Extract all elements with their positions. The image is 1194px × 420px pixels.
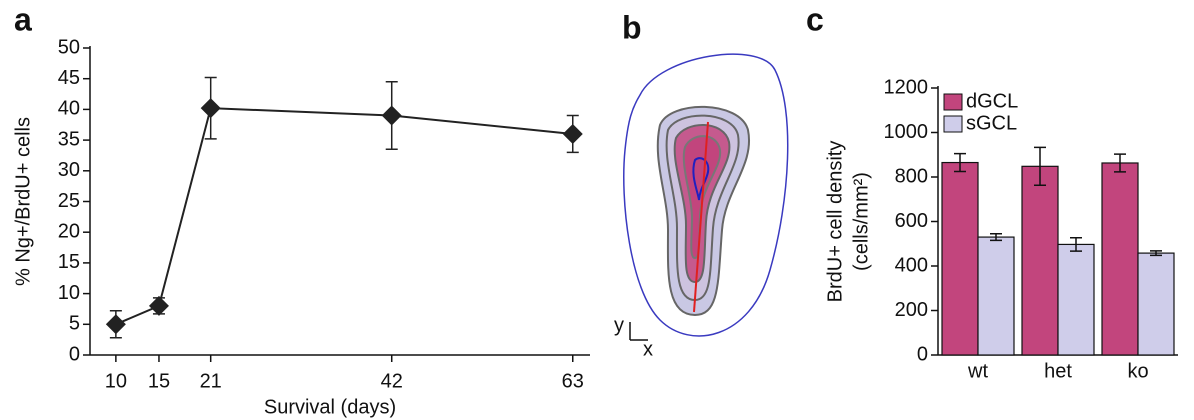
contour-diagram <box>623 53 789 341</box>
marker <box>200 98 221 119</box>
x-tick-label: het <box>1044 360 1072 382</box>
panel-label: c <box>806 1 824 37</box>
x-tick-label: 63 <box>562 370 584 392</box>
bar <box>1101 162 1139 356</box>
y-tick-label: 15 <box>58 251 80 273</box>
y-tick-label: 45 <box>58 67 80 89</box>
line <box>115 107 573 326</box>
y-tick-label: 40 <box>58 98 80 120</box>
legend-swatch <box>943 115 963 133</box>
y-tick-label: 10 <box>58 282 80 304</box>
error-bar <box>1114 153 1126 173</box>
panel-label: b <box>622 9 642 45</box>
bar <box>1137 252 1175 356</box>
x-tick-label: 15 <box>148 370 170 392</box>
bar <box>1057 243 1095 356</box>
x-tick-label: wt <box>967 360 988 382</box>
legend-swatch <box>943 93 963 111</box>
y-tick-label: 35 <box>58 128 80 150</box>
legend-label: dGCL <box>966 90 1018 112</box>
panel-label: a <box>14 1 32 37</box>
error-bar <box>990 232 1002 242</box>
y-tick-label: 0 <box>917 343 928 365</box>
marker <box>105 314 126 335</box>
y-tick-label: 600 <box>895 210 928 232</box>
y-tick-label: 1200 <box>884 76 929 98</box>
y-tick-label: 400 <box>895 254 928 276</box>
orient-label: x <box>643 338 653 360</box>
bar <box>977 236 1015 356</box>
y-tick-label: 5 <box>69 313 80 335</box>
x-tick-label: 10 <box>105 370 127 392</box>
y-tick-label: 200 <box>895 299 928 321</box>
error-bar <box>1034 146 1046 186</box>
bar <box>1021 165 1059 356</box>
x-tick-label: ko <box>1127 360 1148 382</box>
x-tick-label: 21 <box>200 370 222 392</box>
axis-line <box>693 121 709 313</box>
legend-label: sGCL <box>966 112 1017 134</box>
y-tick-label: 50 <box>58 36 80 58</box>
y-axis-title: % Ng+/BrdU+ cells <box>12 117 34 286</box>
marker <box>562 123 583 144</box>
y-tick-label: 1000 <box>884 121 929 143</box>
y-tick-label: 25 <box>58 190 80 212</box>
error-bar <box>1150 250 1162 257</box>
y-axis-title: BrdU+ cell density <box>824 141 846 303</box>
bar <box>941 161 979 356</box>
marker <box>148 295 169 316</box>
orient-label: y <box>614 314 624 336</box>
x-tick-label: 42 <box>381 370 403 392</box>
y-tick-label: 30 <box>58 159 80 181</box>
y-axis-unit: (cells/mm²) <box>850 172 872 271</box>
x-axis-title: Survival (days) <box>264 396 396 418</box>
error-bar <box>1070 236 1082 252</box>
marker <box>381 105 402 126</box>
y-tick-label: 800 <box>895 165 928 187</box>
error-bar <box>954 152 966 173</box>
y-tick-label: 0 <box>69 343 80 365</box>
y-tick-label: 20 <box>58 220 80 242</box>
